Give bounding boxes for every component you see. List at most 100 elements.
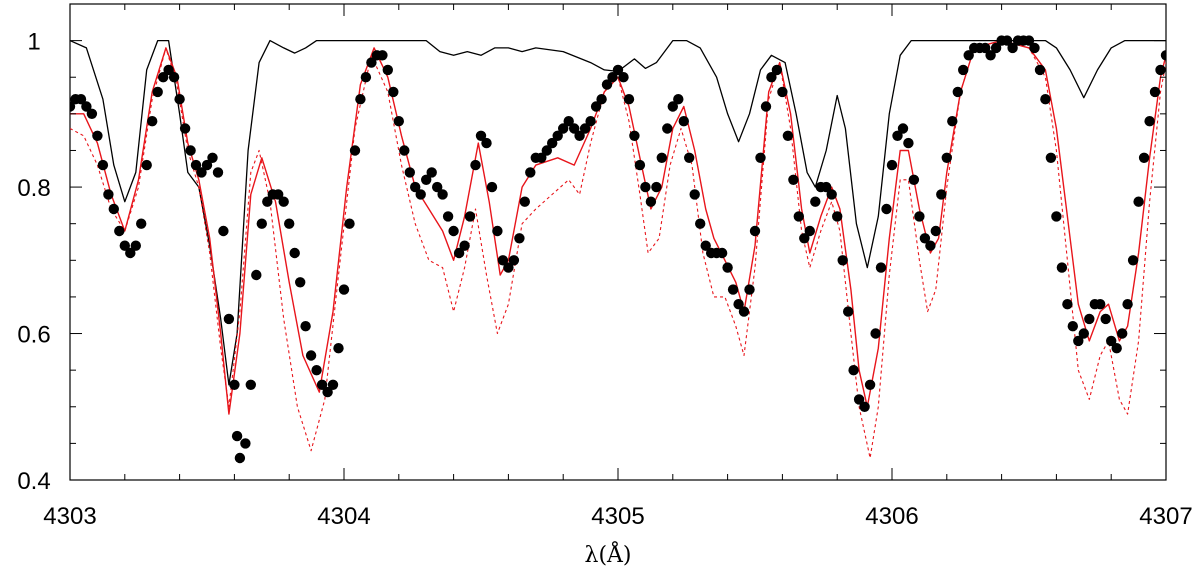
observed-data-point: [399, 145, 410, 156]
observed-data-point: [125, 247, 136, 259]
observed-data-point: [618, 72, 629, 83]
observed-data-point: [881, 203, 892, 215]
observed-data-point: [634, 159, 646, 171]
observed-data-point: [914, 211, 925, 222]
observed-data-point: [656, 152, 667, 163]
observed-data-point: [147, 116, 158, 127]
observed-data-point: [612, 64, 624, 76]
observed-data-point: [837, 255, 848, 266]
observed-data-point: [231, 430, 243, 442]
observed-data-point: [514, 233, 525, 244]
observed-data-point: [832, 211, 843, 222]
observed-data-point: [453, 247, 465, 259]
observed-data-point: [744, 284, 755, 295]
observed-data-point: [152, 86, 163, 98]
observed-data-point: [684, 152, 695, 163]
observed-data-point: [190, 159, 202, 171]
observed-data-point: [848, 365, 859, 376]
observed-data-point: [541, 145, 552, 156]
observed-data-point: [103, 189, 114, 200]
observed-data-point: [163, 64, 174, 76]
observed-data-point: [437, 189, 448, 200]
plot-frame: [69, 3, 1167, 481]
x-tick-label: 4303: [43, 503, 96, 530]
observed-data-point: [947, 116, 958, 127]
observed-data-point: [963, 50, 974, 61]
observed-data-point: [1045, 152, 1057, 163]
observed-data-point: [936, 189, 947, 200]
observed-data-point: [1023, 35, 1035, 46]
x-tick-label: 4305: [591, 503, 644, 530]
observed-data-point: [421, 174, 432, 185]
observed-data-point: [497, 255, 509, 266]
observed-data-point: [1160, 50, 1166, 61]
observed-data-point: [305, 350, 317, 361]
observed-data-point: [459, 240, 470, 251]
observed-data-point: [760, 101, 772, 112]
observed-data-point: [97, 159, 109, 171]
observed-data-point: [426, 167, 437, 178]
observed-data-point: [114, 225, 125, 237]
observed-data-point: [755, 152, 766, 163]
observed-data-point: [870, 328, 881, 339]
observed-data-point: [262, 196, 273, 207]
observed-data-point: [492, 225, 503, 237]
observed-data-point: [980, 42, 991, 54]
red-dashed-model-line: [70, 40, 1166, 459]
observed-data-point: [695, 218, 706, 229]
observed-data-point: [799, 233, 810, 244]
observed-data-point: [952, 86, 963, 98]
observed-data-point: [886, 159, 898, 171]
observed-data-point: [651, 181, 662, 193]
observed-data-point: [788, 174, 799, 185]
observed-data-point: [234, 452, 246, 464]
observed-data-point: [525, 167, 536, 178]
observed-data-point: [168, 72, 180, 83]
observed-data-point: [212, 167, 224, 178]
series-layer: [70, 35, 1166, 464]
observed-data-point: [722, 262, 733, 273]
observed-data-point: [355, 94, 366, 105]
observed-data-point: [733, 299, 744, 310]
observed-data-point: [136, 218, 147, 229]
observed-data-point: [503, 262, 514, 273]
black-model-line: [70, 39, 1166, 386]
observed-data-point: [377, 50, 388, 61]
observed-data-point: [251, 269, 262, 281]
observed-data-point: [985, 50, 996, 61]
observed-data-point: [75, 94, 87, 105]
observed-data-point: [700, 240, 711, 251]
observed-data-point: [826, 189, 837, 200]
observed-data-point: [289, 247, 300, 259]
observed-data-point: [1149, 86, 1161, 98]
observed-data-point: [552, 130, 563, 141]
plot-border: [69, 3, 1167, 481]
observed-data-point: [1007, 42, 1018, 54]
observed-data-point: [1067, 321, 1079, 332]
observed-data-point: [864, 379, 876, 390]
observed-data-point: [1001, 35, 1013, 46]
observed-data-point: [486, 181, 498, 193]
observed-data-point: [662, 123, 673, 134]
observed-data-point: [141, 159, 152, 171]
observed-data-point: [360, 72, 372, 83]
observed-data-point: [1106, 335, 1117, 347]
observed-data-point: [793, 211, 804, 222]
observed-data-point: [229, 379, 240, 390]
observed-data-point: [738, 306, 750, 317]
observed-data-point: [782, 130, 794, 141]
observed-data-point: [273, 189, 284, 200]
y-tick-label: 0.6: [17, 322, 50, 349]
observed-data-point: [322, 386, 333, 398]
observed-data-point: [81, 101, 92, 112]
x-tick-label: 4306: [865, 503, 918, 530]
observed-data-point: [393, 116, 404, 127]
x-tick-label: 4307: [1139, 503, 1192, 530]
observed-data-point: [223, 313, 235, 325]
observed-data-point: [678, 116, 689, 127]
observed-data-point: [327, 379, 339, 390]
observed-data-point: [930, 225, 941, 237]
observed-data-point: [415, 189, 426, 200]
x-axis-label: λ(Å): [585, 540, 632, 568]
